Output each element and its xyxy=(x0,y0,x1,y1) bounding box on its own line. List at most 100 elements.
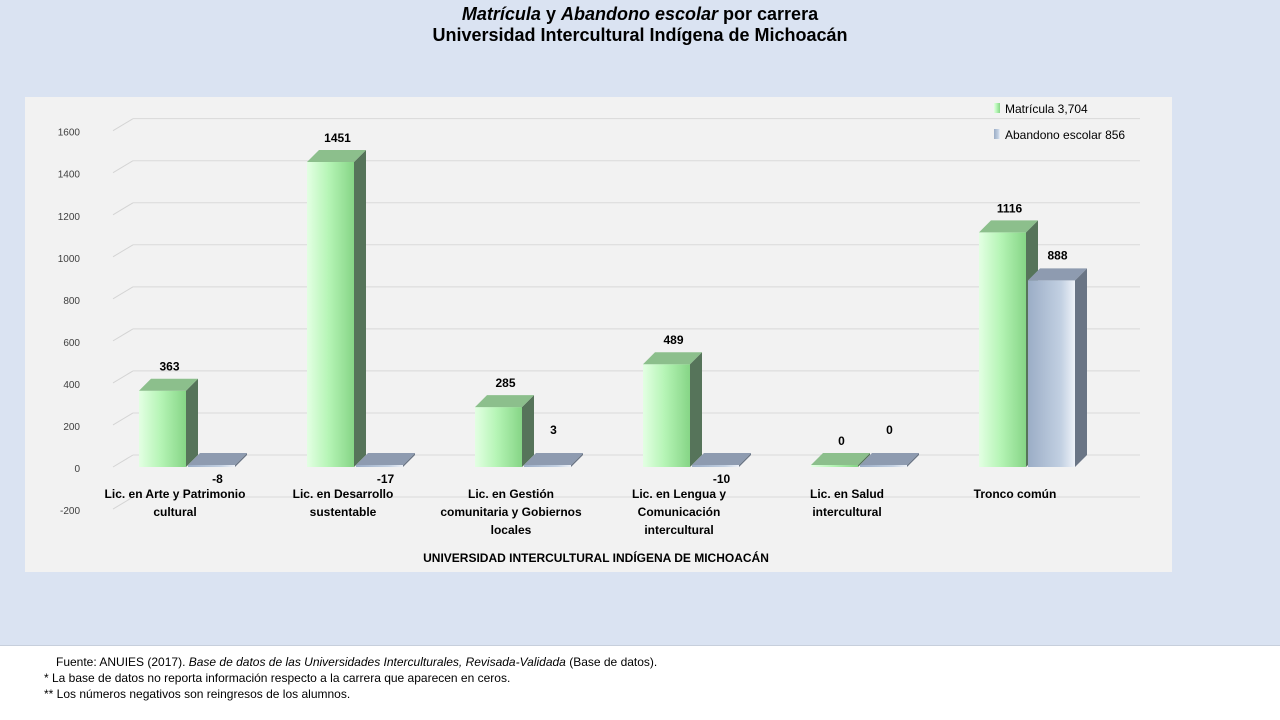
bar-abandono-front xyxy=(188,465,235,467)
note-zeros: * La base de datos no reporta informació… xyxy=(44,671,511,685)
y-tick-label: 800 xyxy=(63,296,80,307)
bar-abandono-front xyxy=(356,465,403,467)
slide-background: Matrícula y Abandono escolar por carrera… xyxy=(0,0,1280,646)
y-tick-label: 0 xyxy=(74,464,80,475)
gridline-diagonal xyxy=(112,370,134,384)
title-line-1: Matrícula y Abandono escolar por carrera xyxy=(0,4,1280,25)
bar-matricula-top xyxy=(475,395,534,408)
bar-abandono-front xyxy=(860,465,907,467)
gridline-diagonal xyxy=(112,412,134,426)
gridline-diagonal xyxy=(112,202,134,216)
legend-swatch-abandono xyxy=(994,129,1000,139)
title-por-carrera: por carrera xyxy=(723,4,819,24)
bar-abandono-top xyxy=(356,453,415,465)
note-negatives: ** Los números negativos son reingresos … xyxy=(44,687,351,701)
chart-panel: -200 0 200 400 600 800 1000 1200 1400 1600 363 -8 Li… xyxy=(25,97,1172,572)
y-tick-label: 1600 xyxy=(58,128,81,139)
source-title: Base de datos de las Universidades Inter… xyxy=(188,655,566,669)
category-label: intercultural xyxy=(644,523,713,537)
data-label-abandono: -17 xyxy=(377,472,395,486)
category-label: Tronco común xyxy=(974,487,1057,501)
bar-matricula-front xyxy=(307,162,354,467)
data-label-matricula: 363 xyxy=(159,360,179,374)
chart-svg: -20002004006008001000120014001600363-8Li… xyxy=(58,102,1140,565)
data-label-abandono: 3 xyxy=(550,423,557,437)
title-line-2: Universidad Intercultural Indígena de Mi… xyxy=(432,25,848,45)
bar-abandono-side xyxy=(739,453,751,467)
source-line: Fuente: ANUIES (2017). Base de datos de … xyxy=(44,654,657,670)
bar-abandono-front xyxy=(524,465,571,467)
bar-matricula-side xyxy=(690,352,702,467)
y-tick-label: 1000 xyxy=(58,254,81,265)
bar-abandono-side xyxy=(403,453,415,467)
footer-notes: Fuente: ANUIES (2017). Base de datos de … xyxy=(44,654,657,702)
y-tick-label: -200 xyxy=(60,506,80,517)
legend-swatch-matricula xyxy=(994,103,1000,113)
bar-matricula-front xyxy=(979,232,1026,467)
bar-abandono-side xyxy=(235,453,247,467)
bar-matricula-front xyxy=(811,465,858,467)
bar-abandono-front xyxy=(1028,280,1075,467)
data-label-matricula: 285 xyxy=(495,376,515,390)
data-label-abandono: 0 xyxy=(886,423,893,437)
bar-matricula-top xyxy=(811,453,870,465)
x-axis-title: UNIVERSIDAD INTERCULTURAL INDÍGENA DE MI… xyxy=(423,550,769,565)
bar-matricula-side xyxy=(522,395,534,467)
bar-abandono-front xyxy=(692,465,739,467)
bar-abandono-top xyxy=(860,453,919,465)
title-y: y xyxy=(545,4,556,24)
gridline-diagonal xyxy=(112,328,134,342)
bar-matricula-top xyxy=(307,150,366,162)
bar-abandono-side xyxy=(1075,268,1087,467)
bar-matricula-top xyxy=(139,378,198,391)
chart-title: Matrícula y Abandono escolar por carrera… xyxy=(0,4,1280,46)
source-suffix: (Base de datos). xyxy=(569,655,658,669)
gridline-diagonal xyxy=(112,244,134,258)
y-tick-label: 400 xyxy=(63,380,80,391)
legend-label-abandono: Abandono escolar 856 xyxy=(1005,128,1125,142)
gridline-diagonal xyxy=(112,454,134,468)
y-tick-label: 200 xyxy=(63,422,80,433)
bar-matricula-side xyxy=(186,378,198,467)
category-label: Lic. en Lengua y xyxy=(632,487,726,501)
bar-abandono-side xyxy=(571,453,583,467)
bar-matricula-front xyxy=(475,407,522,467)
bar-matricula-top xyxy=(979,220,1038,233)
y-tick-label: 1200 xyxy=(58,212,81,223)
category-label: Lic. en Arte y Patrimonio xyxy=(105,487,246,501)
title-matricula: Matrícula xyxy=(461,4,541,24)
category-label: cultural xyxy=(153,505,196,519)
y-tick-label: 1400 xyxy=(58,170,81,181)
gridline-diagonal xyxy=(112,160,134,174)
bar-matricula-front xyxy=(139,390,186,467)
data-label-matricula: 1451 xyxy=(324,131,351,145)
category-label: Lic. en Desarrollo xyxy=(293,487,394,501)
bar-abandono-top xyxy=(692,453,751,465)
gridline-diagonal xyxy=(112,496,134,510)
gridline-diagonal xyxy=(112,286,134,300)
category-label: intercultural xyxy=(812,505,881,519)
bar-matricula-front xyxy=(643,364,690,467)
legend-label-matricula: Matrícula 3,704 xyxy=(1005,102,1088,116)
data-label-abandono: -10 xyxy=(713,472,731,486)
y-tick-label: 600 xyxy=(63,338,80,349)
data-label-matricula: 1116 xyxy=(997,201,1023,215)
gridline-diagonal xyxy=(112,118,134,132)
bar-matricula-side xyxy=(858,453,870,467)
data-label-matricula: 489 xyxy=(663,333,683,347)
bar-abandono-top xyxy=(524,453,583,465)
bar-abandono-top xyxy=(1028,268,1087,281)
category-label: locales xyxy=(491,523,532,537)
category-label: Comunicación xyxy=(638,505,721,519)
source-prefix: Fuente: ANUIES (2017). xyxy=(56,655,186,669)
bar-abandono-side xyxy=(907,453,919,467)
category-label: Lic. en Gestión xyxy=(468,487,554,501)
bar-matricula-top xyxy=(643,352,702,365)
data-label-abandono: -8 xyxy=(212,472,223,486)
bar-matricula-side xyxy=(354,150,366,467)
title-abandono: Abandono escolar xyxy=(560,4,719,24)
data-label-abandono: 888 xyxy=(1047,248,1067,262)
data-label-matricula: 0 xyxy=(838,434,845,448)
category-label: comunitaria y Gobiernos xyxy=(440,505,582,519)
bar-abandono-top xyxy=(188,453,247,465)
